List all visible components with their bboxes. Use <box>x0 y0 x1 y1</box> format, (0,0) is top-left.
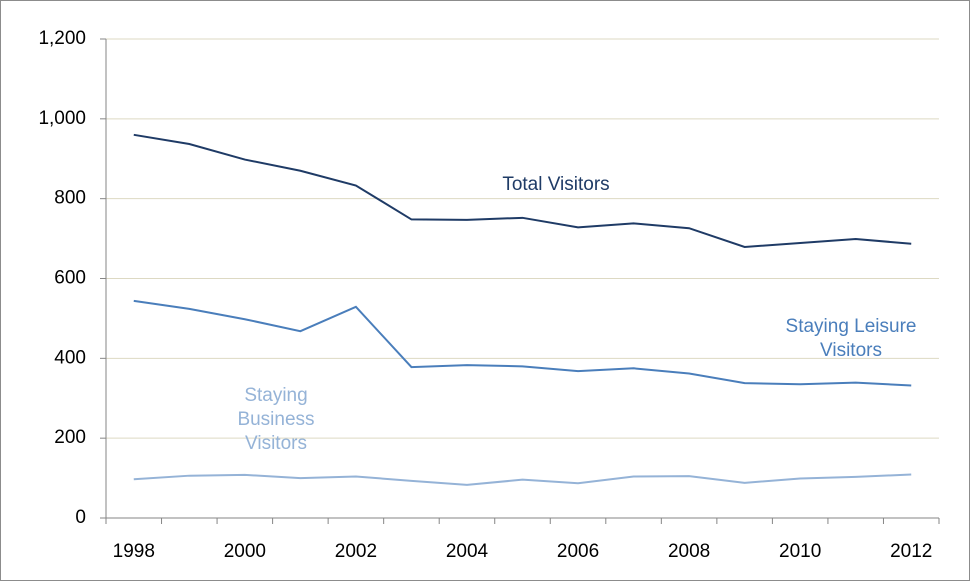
line <box>133 473 912 486</box>
y-tick-label: 200 <box>54 427 86 448</box>
x-tick-label: 2004 <box>446 541 489 562</box>
y-tick-label: 600 <box>54 268 86 289</box>
x-tick-label: 2000 <box>224 541 266 562</box>
y-tick-label: 1,000 <box>38 108 86 129</box>
y-tick-label: 0 <box>75 507 86 528</box>
series-label: Total Visitors <box>502 174 610 195</box>
y-tick-label: 1,200 <box>38 28 86 49</box>
line <box>133 299 912 387</box>
x-tick-label: 2010 <box>779 541 821 562</box>
x-tick-label: 2008 <box>668 541 710 562</box>
line <box>133 133 912 248</box>
x-tick-label: 2012 <box>890 541 932 562</box>
y-tick-label: 800 <box>54 188 86 209</box>
x-tick-label: 2006 <box>557 541 599 562</box>
x-tick-label: 2002 <box>335 541 377 562</box>
y-tick-label: 400 <box>54 347 86 368</box>
x-tick-label: 1998 <box>113 541 155 562</box>
series-label: Staying Business Visitors <box>237 385 315 454</box>
series-label: Staying Leisure Visitors <box>785 316 917 361</box>
